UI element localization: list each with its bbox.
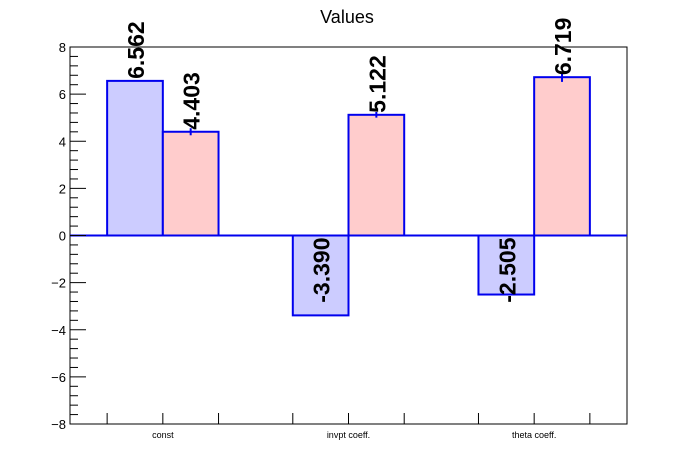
value-labels: 6.562 -3.390 -2.505 4.403 5.122 6.719: [123, 18, 576, 303]
y-tick-label: −8: [51, 417, 66, 432]
data-label: 6.562: [123, 21, 149, 79]
data-label: -2.505: [494, 237, 520, 302]
data-label: -3.390: [309, 238, 335, 303]
x-tick-label: const: [152, 430, 174, 440]
chart-title: Values: [320, 7, 374, 27]
data-label: 5.122: [364, 55, 390, 113]
y-tick-label: −2: [51, 276, 66, 291]
bar: [477, 234, 536, 296]
y-axis: −8 −6 −4 −2 0 2 4 6 8: [51, 40, 86, 432]
y-tick-label: −4: [51, 323, 66, 338]
x-tick-label: theta coeff.: [512, 430, 556, 440]
y-tick-label: −6: [51, 370, 66, 385]
y-tick-label: 4: [59, 134, 66, 149]
data-label: 4.403: [179, 72, 205, 130]
bars-layer: [70, 72, 627, 317]
x-tick-label: invpt coeff.: [327, 430, 370, 440]
y-tick-label: 6: [59, 87, 66, 102]
x-axis: const invpt coeff. theta coeff.: [106, 413, 591, 440]
bar: [533, 76, 591, 237]
y-tick-label: 0: [59, 229, 66, 244]
bar: [347, 113, 406, 237]
y-tick-label: 2: [59, 181, 66, 196]
data-label: 6.719: [550, 18, 576, 76]
bar: [106, 79, 164, 237]
bar: [161, 130, 220, 237]
y-tick-label: 8: [59, 40, 66, 55]
